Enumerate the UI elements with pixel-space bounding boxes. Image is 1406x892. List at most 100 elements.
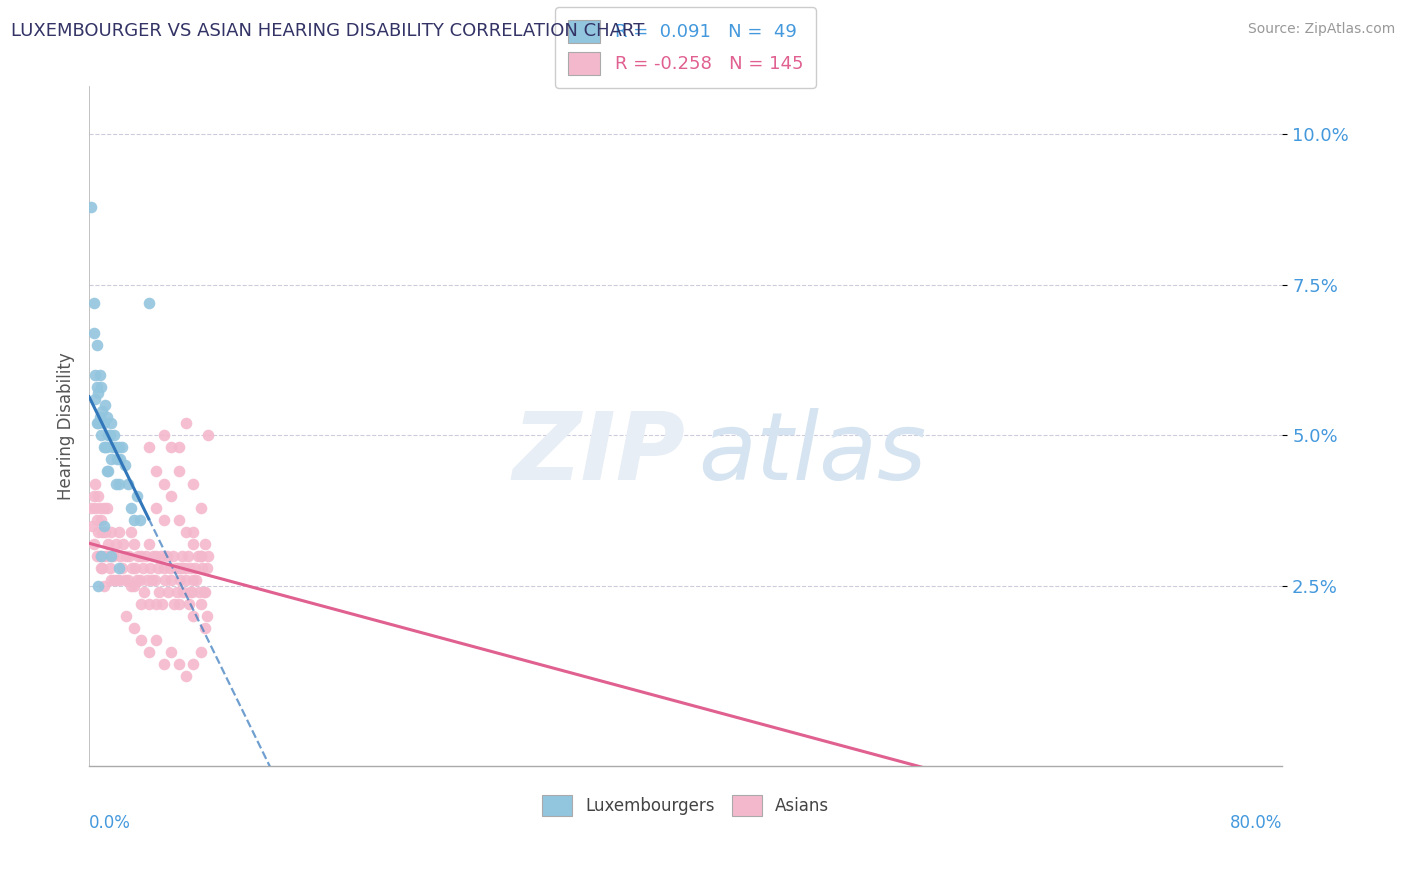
Point: [96, 441, 118, 455]
Point: [79, 500, 101, 515]
Point: [112, 537, 135, 551]
Point: [120, 524, 142, 539]
Text: 80.0%: 80.0%: [1230, 814, 1282, 832]
Point: [104, 537, 127, 551]
Point: [152, 513, 174, 527]
Point: [190, 549, 212, 563]
Point: [89, 368, 111, 383]
Point: [195, 560, 218, 574]
Point: [170, 560, 193, 574]
Point: [117, 573, 139, 587]
Point: [107, 573, 129, 587]
Point: [94, 524, 117, 539]
Point: [145, 465, 167, 479]
Point: [94, 398, 117, 412]
Point: [97, 465, 120, 479]
Point: [193, 584, 215, 599]
Point: [183, 573, 205, 587]
Point: [104, 441, 127, 455]
Point: [108, 573, 131, 587]
Point: [152, 476, 174, 491]
Text: 0.0%: 0.0%: [89, 814, 131, 832]
Point: [166, 584, 188, 599]
Point: [145, 597, 167, 611]
Point: [111, 441, 134, 455]
Point: [176, 549, 198, 563]
Point: [91, 560, 114, 574]
Point: [107, 452, 129, 467]
Point: [127, 549, 149, 563]
Point: [179, 584, 201, 599]
Point: [87, 524, 110, 539]
Point: [177, 597, 200, 611]
Point: [114, 573, 136, 587]
Point: [190, 549, 212, 563]
Point: [152, 560, 174, 574]
Point: [194, 537, 217, 551]
Point: [87, 417, 110, 431]
Point: [100, 524, 122, 539]
Point: [125, 573, 148, 587]
Point: [93, 417, 115, 431]
Point: [114, 458, 136, 473]
Point: [122, 513, 145, 527]
Point: [129, 549, 152, 563]
Point: [145, 632, 167, 647]
Text: LUXEMBOURGER VS ASIAN HEARING DISABILITY CORRELATION CHART: LUXEMBOURGER VS ASIAN HEARING DISABILITY…: [11, 22, 644, 40]
Point: [183, 657, 205, 671]
Point: [79, 200, 101, 214]
Point: [135, 549, 157, 563]
Point: [89, 549, 111, 563]
Point: [167, 441, 190, 455]
Point: [194, 621, 217, 635]
Point: [108, 524, 131, 539]
Point: [110, 549, 132, 563]
Point: [93, 441, 115, 455]
Point: [146, 560, 169, 574]
Point: [183, 524, 205, 539]
Point: [80, 518, 103, 533]
Point: [101, 441, 124, 455]
Point: [98, 428, 121, 442]
Point: [108, 476, 131, 491]
Point: [93, 500, 115, 515]
Point: [94, 441, 117, 455]
Point: [156, 549, 179, 563]
Point: [183, 537, 205, 551]
Point: [159, 560, 181, 574]
Point: [142, 549, 165, 563]
Point: [100, 452, 122, 467]
Point: [170, 549, 193, 563]
Point: [173, 560, 195, 574]
Point: [86, 513, 108, 527]
Point: [87, 579, 110, 593]
Point: [188, 584, 211, 599]
Point: [120, 500, 142, 515]
Point: [169, 573, 191, 587]
Point: [167, 465, 190, 479]
Point: [100, 549, 122, 563]
Point: [100, 417, 122, 431]
Point: [150, 597, 173, 611]
Text: Source: ZipAtlas.com: Source: ZipAtlas.com: [1247, 22, 1395, 37]
Text: atlas: atlas: [697, 408, 927, 499]
Point: [115, 549, 138, 563]
Point: [86, 380, 108, 394]
Point: [83, 296, 105, 310]
Point: [86, 338, 108, 352]
Point: [86, 417, 108, 431]
Point: [197, 428, 219, 442]
Point: [174, 669, 197, 683]
Point: [138, 597, 160, 611]
Point: [141, 573, 163, 587]
Point: [96, 410, 118, 425]
Point: [167, 657, 190, 671]
Point: [195, 608, 218, 623]
Point: [163, 597, 186, 611]
Point: [128, 513, 150, 527]
Point: [86, 549, 108, 563]
Point: [97, 428, 120, 442]
Point: [197, 549, 219, 563]
Point: [183, 476, 205, 491]
Point: [93, 579, 115, 593]
